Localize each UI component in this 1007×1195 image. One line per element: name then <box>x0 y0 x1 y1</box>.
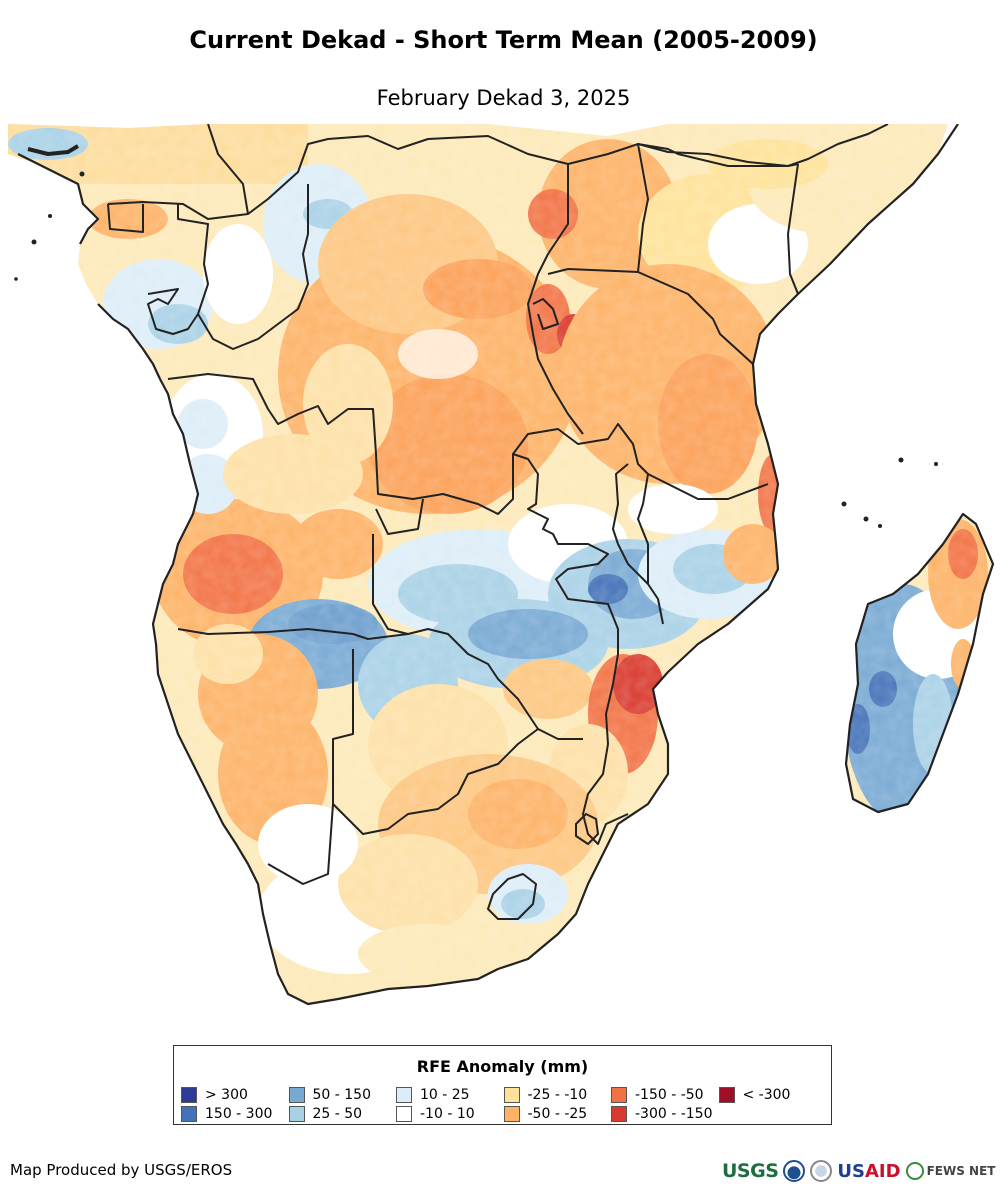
legend-swatch <box>718 1086 735 1103</box>
legend-label: 25 - 50 <box>312 1105 363 1122</box>
legend-label: -300 - -150 <box>635 1105 713 1122</box>
legend-label: -25 - -10 <box>527 1086 588 1103</box>
country-borders <box>107 124 889 920</box>
usaid-logo: USAID <box>837 1161 900 1182</box>
usaid-aid: AID <box>865 1160 901 1182</box>
usaid-us: US <box>837 1160 865 1182</box>
legend-swatch <box>396 1105 412 1122</box>
legend: RFE Anomaly (mm) > 300 150 - 300 50 - 150 2… <box>173 1045 832 1125</box>
legend-label: -150 - -50 <box>635 1086 704 1103</box>
land-surface <box>8 124 993 1004</box>
legend-item: 10 - 25 <box>396 1085 504 1104</box>
legend-item: -50 - -25 <box>503 1104 612 1123</box>
legend-swatch <box>181 1105 197 1122</box>
coastlines <box>17 124 995 1006</box>
anomaly-map[interactable] <box>8 124 1000 1024</box>
noaa-logo-icon <box>783 1160 806 1182</box>
partner-logos: USGS USAID FEWS NET <box>722 1157 1000 1185</box>
legend-swatch <box>611 1105 627 1122</box>
legend-swatch <box>181 1086 197 1103</box>
legend-item: -300 - -150 <box>611 1104 719 1123</box>
legend-label: -50 - -25 <box>527 1105 588 1122</box>
legend-swatch <box>503 1086 520 1103</box>
fews-net-logo: FEWS NET <box>905 1162 996 1180</box>
legend-label: 150 - 300 <box>205 1105 273 1122</box>
legend-swatch <box>611 1086 627 1103</box>
legend-swatch <box>503 1105 520 1122</box>
map-canvas[interactable] <box>8 124 1000 1024</box>
legend-item: -10 - 10 <box>396 1104 504 1123</box>
fews-net-text: FEWS NET <box>926 1164 996 1178</box>
globe-icon <box>905 1162 924 1180</box>
seal-logo-icon <box>810 1160 833 1182</box>
legend-grid: > 300 150 - 300 50 - 150 25 - 50 10 - 25 -10 … <box>181 1085 826 1123</box>
legend-swatch <box>396 1086 412 1103</box>
legend-label: 50 - 150 <box>312 1086 372 1103</box>
legend-label: > 300 <box>205 1086 248 1103</box>
credit-text: Map Produced by USGS/EROS <box>10 1161 233 1179</box>
legend-swatch <box>288 1086 305 1103</box>
islands <box>14 171 938 528</box>
usgs-logo: USGS <box>722 1160 779 1182</box>
map-subtitle: February Dekad 3, 2025 <box>376 86 631 110</box>
legend-item: 25 - 50 <box>288 1104 397 1123</box>
legend-item: -150 - -50 <box>611 1085 719 1104</box>
legend-label: 10 - 25 <box>420 1086 470 1103</box>
legend-item: 50 - 150 <box>288 1085 397 1104</box>
map-title: Current Dekad - Short Term Mean (2005-20… <box>189 26 818 54</box>
legend-title: RFE Anomaly (mm) <box>416 1057 589 1076</box>
legend-label: < -300 <box>742 1086 791 1103</box>
legend-label: -10 - 10 <box>420 1105 475 1122</box>
legend-swatch <box>288 1105 305 1122</box>
legend-item: -25 - -10 <box>503 1085 612 1104</box>
legend-item: > 300 <box>181 1085 289 1104</box>
legend-item: 150 - 300 <box>181 1104 289 1123</box>
legend-item: < -300 <box>718 1085 827 1104</box>
